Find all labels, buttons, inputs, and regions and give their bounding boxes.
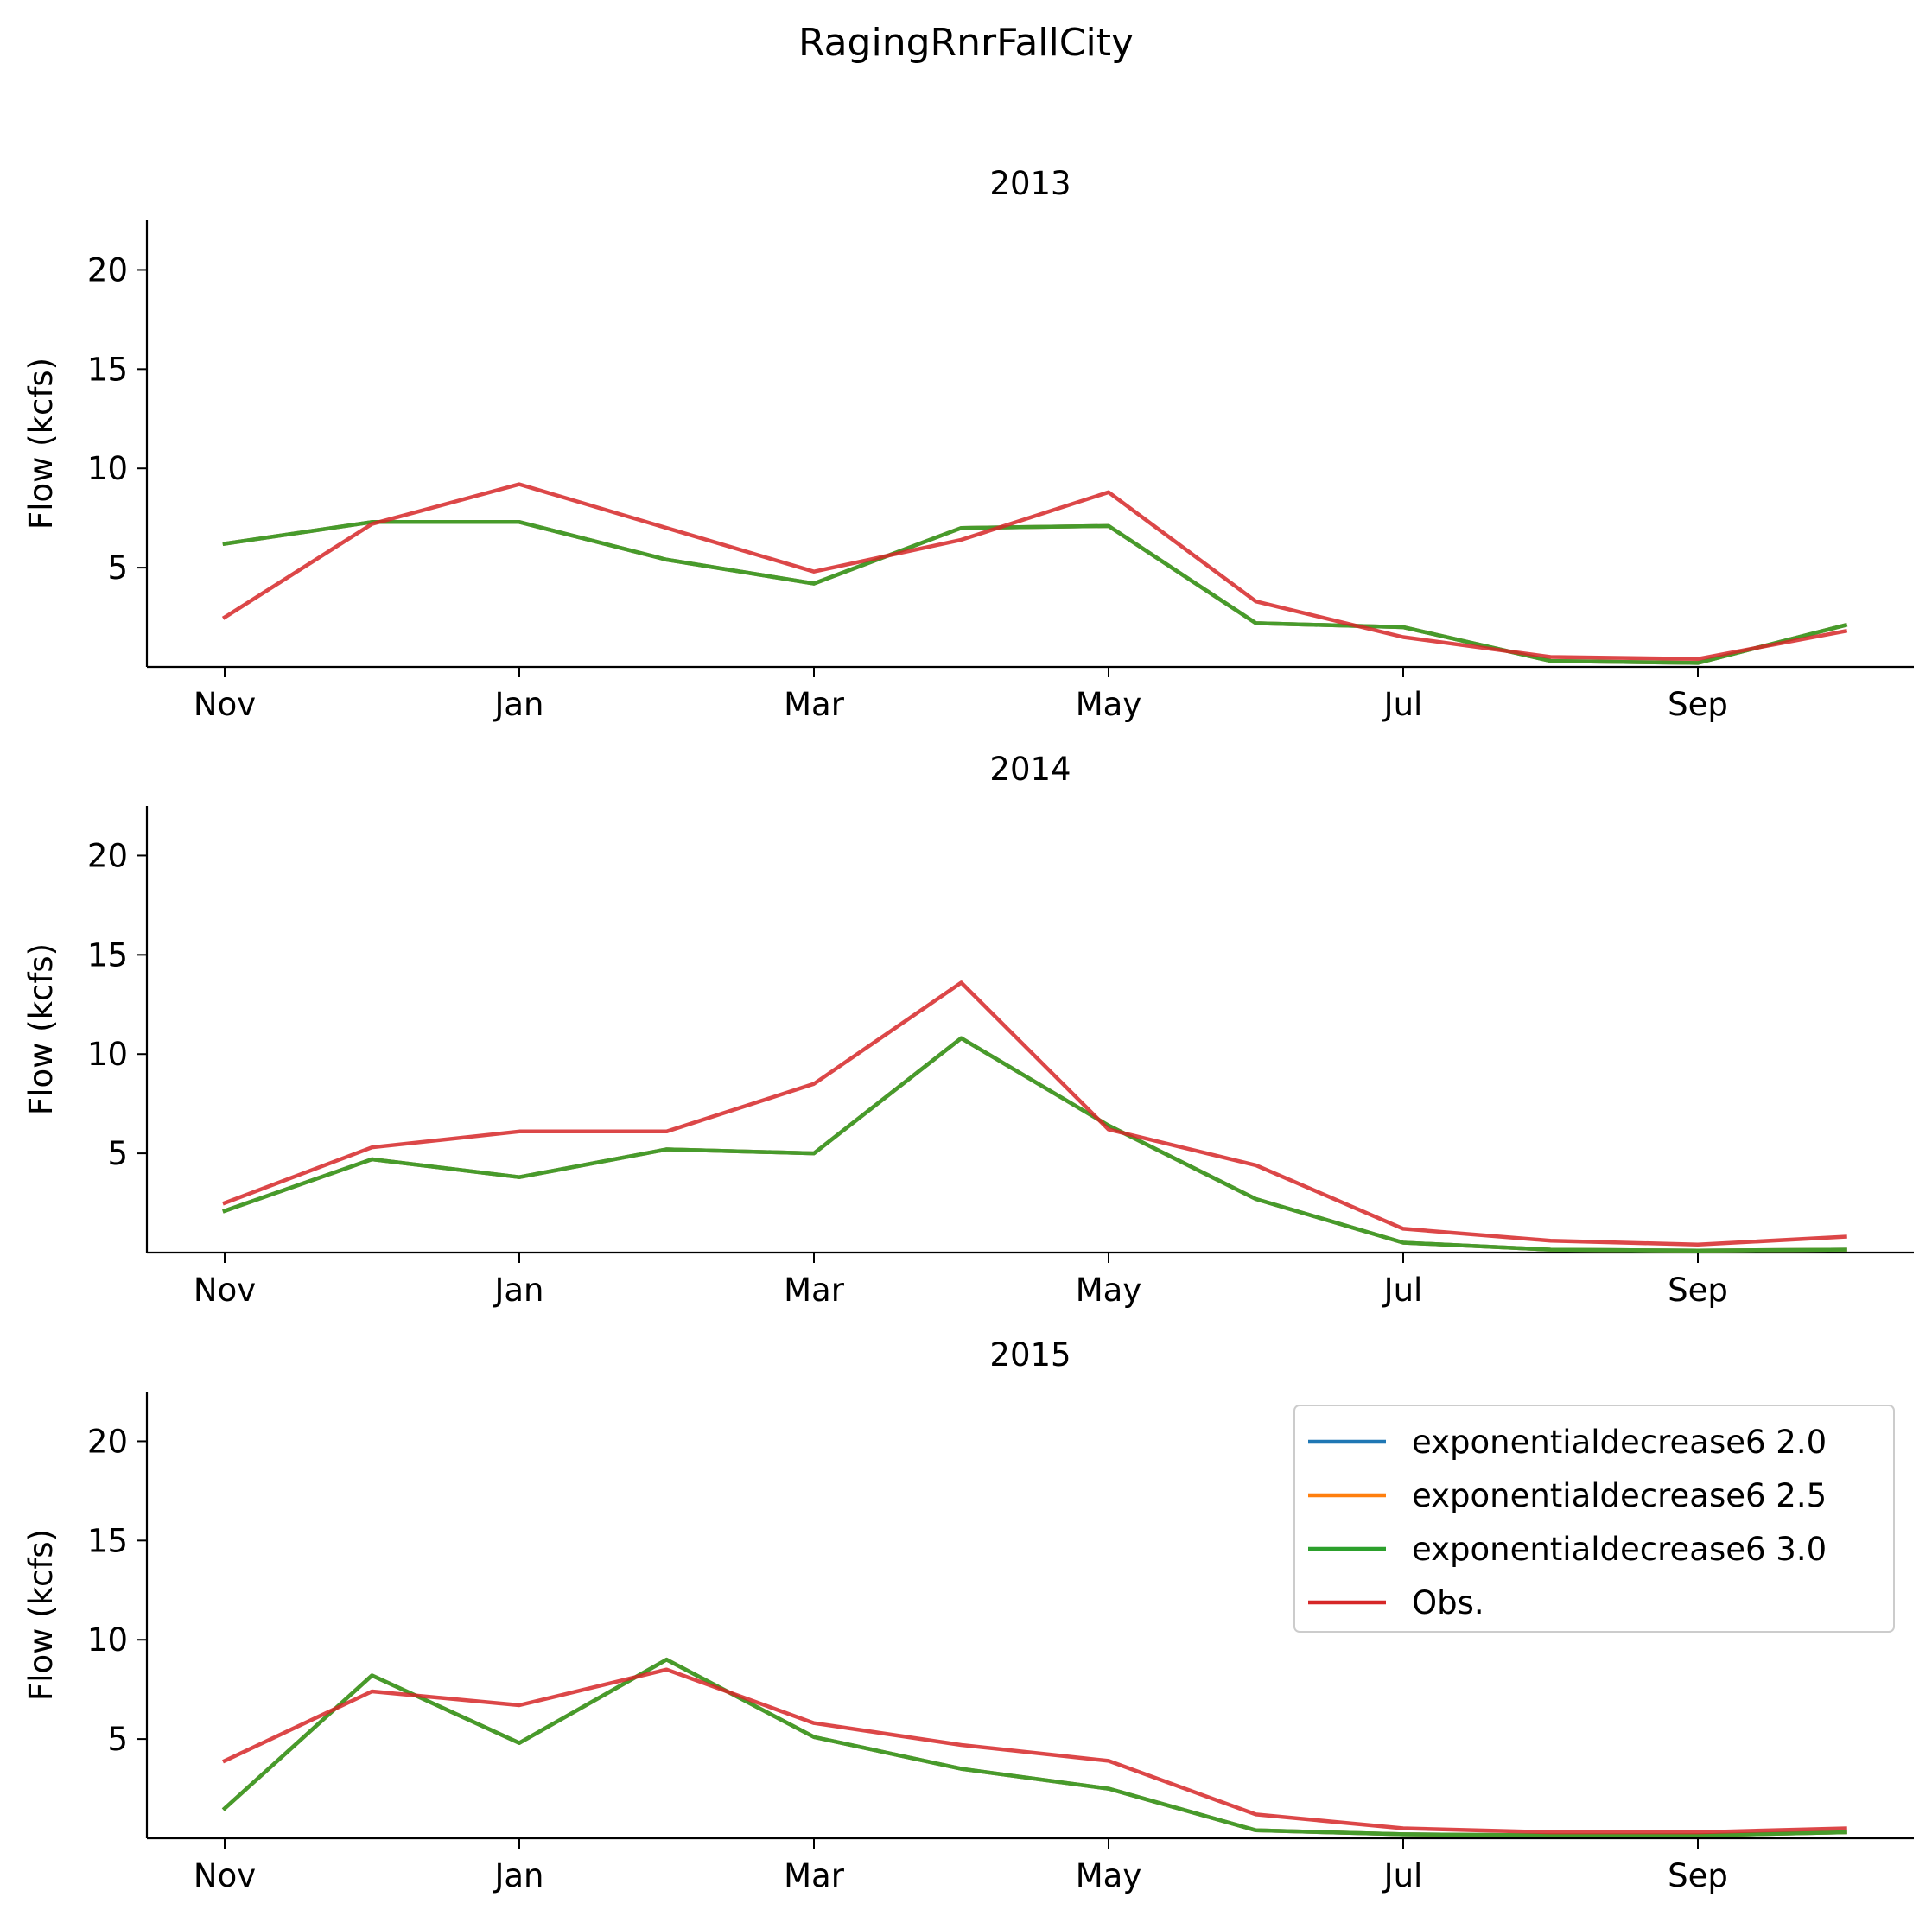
series-line-exponentialdecrease6-3-0 xyxy=(222,520,1848,665)
series-line-exponentialdecrease6-2-0 xyxy=(221,1657,1847,1837)
legend-label: exponentialdecrease6 3.0 xyxy=(1412,1531,1827,1568)
x-tick-label: Jul xyxy=(1382,1857,1423,1894)
x-tick-label: May xyxy=(1076,686,1142,723)
y-tick-label: 20 xyxy=(87,837,128,874)
y-tick-label: 20 xyxy=(87,251,128,289)
series-line-exponentialdecrease6-2-5 xyxy=(221,1657,1847,1837)
subplot-title: 2014 xyxy=(989,751,1071,788)
figure-title: RagingRnrFallCity xyxy=(798,21,1134,65)
series-line-exponentialdecrease6-2-5 xyxy=(222,520,1848,665)
series-line-exponentialdecrease6-2-5 xyxy=(222,1036,1847,1253)
subplot-2013: 2013 Flow (kcfs) 5 10 15 20 Nov Jan Mar May Jul Sep xyxy=(22,165,1914,723)
y-tick-label: 5 xyxy=(107,1135,128,1172)
x-tick-label: Mar xyxy=(784,686,845,723)
subplots: 2013 Flow (kcfs) 5 10 15 20 Nov Jan Mar May Jul Sep… xyxy=(22,165,1914,1894)
legend-box xyxy=(1293,1405,1895,1633)
x-tick-label: Jan xyxy=(493,686,543,723)
subplot-2014: 2014 Flow (kcfs) 5 10 15 20 Nov Jan Mar May Jul Sep xyxy=(22,751,1914,1309)
x-tick-label: Jul xyxy=(1382,686,1423,723)
series-line-obs xyxy=(221,482,1848,662)
legend-label: exponentialdecrease6 2.5 xyxy=(1412,1477,1827,1514)
y-axis-label: Flow (kcfs) xyxy=(22,943,60,1115)
x-tick-label: Sep xyxy=(1668,1857,1728,1894)
series-line-exponentialdecrease6-2-0 xyxy=(222,520,1848,665)
x-tick-label: Nov xyxy=(194,686,256,723)
x-tick-label: Jan xyxy=(493,1857,543,1894)
y-tick-label: 5 xyxy=(107,1721,128,1758)
subplot-2015: 2015 Flow (kcfs) 5 10 15 20 Nov Jan Mar May Jul Sep… xyxy=(22,1336,1914,1894)
x-tick-label: May xyxy=(1076,1272,1142,1309)
x-tick-label: Nov xyxy=(194,1272,256,1309)
y-tick-label: 10 xyxy=(87,1621,128,1659)
series-line-exponentialdecrease6-3-0 xyxy=(221,1657,1847,1837)
subplot-title: 2013 xyxy=(989,165,1071,202)
x-tick-label: Nov xyxy=(194,1857,256,1894)
y-tick-label: 5 xyxy=(107,549,128,587)
legend-label: exponentialdecrease6 2.0 xyxy=(1412,1424,1827,1461)
series-line-exponentialdecrease6-3-0 xyxy=(222,1036,1847,1253)
x-tick-label: Sep xyxy=(1668,1272,1728,1309)
series-line-obs xyxy=(222,980,1847,1247)
subplot-title: 2015 xyxy=(989,1336,1071,1374)
legend-label: Obs. xyxy=(1412,1584,1484,1621)
x-tick-label: Sep xyxy=(1668,686,1728,723)
y-tick-label: 15 xyxy=(87,936,128,974)
y-tick-label: 10 xyxy=(87,1036,128,1073)
x-tick-label: Mar xyxy=(784,1857,845,1894)
y-tick-label: 15 xyxy=(87,1522,128,1559)
y-tick-label: 15 xyxy=(87,351,128,388)
x-tick-label: Mar xyxy=(784,1272,845,1309)
legend: exponentialdecrease6 2.0 exponentialdecre… xyxy=(1293,1405,1895,1633)
y-axis-label: Flow (kcfs) xyxy=(22,1529,60,1701)
y-tick-label: 10 xyxy=(87,450,128,487)
x-tick-label: May xyxy=(1076,1857,1142,1894)
x-tick-label: Jul xyxy=(1382,1272,1423,1309)
series-line-obs xyxy=(222,1667,1847,1835)
y-axis-label: Flow (kcfs) xyxy=(22,358,60,530)
y-tick-label: 20 xyxy=(87,1423,128,1460)
x-tick-label: Jan xyxy=(493,1272,543,1309)
series-line-exponentialdecrease6-2-0 xyxy=(222,1036,1847,1253)
